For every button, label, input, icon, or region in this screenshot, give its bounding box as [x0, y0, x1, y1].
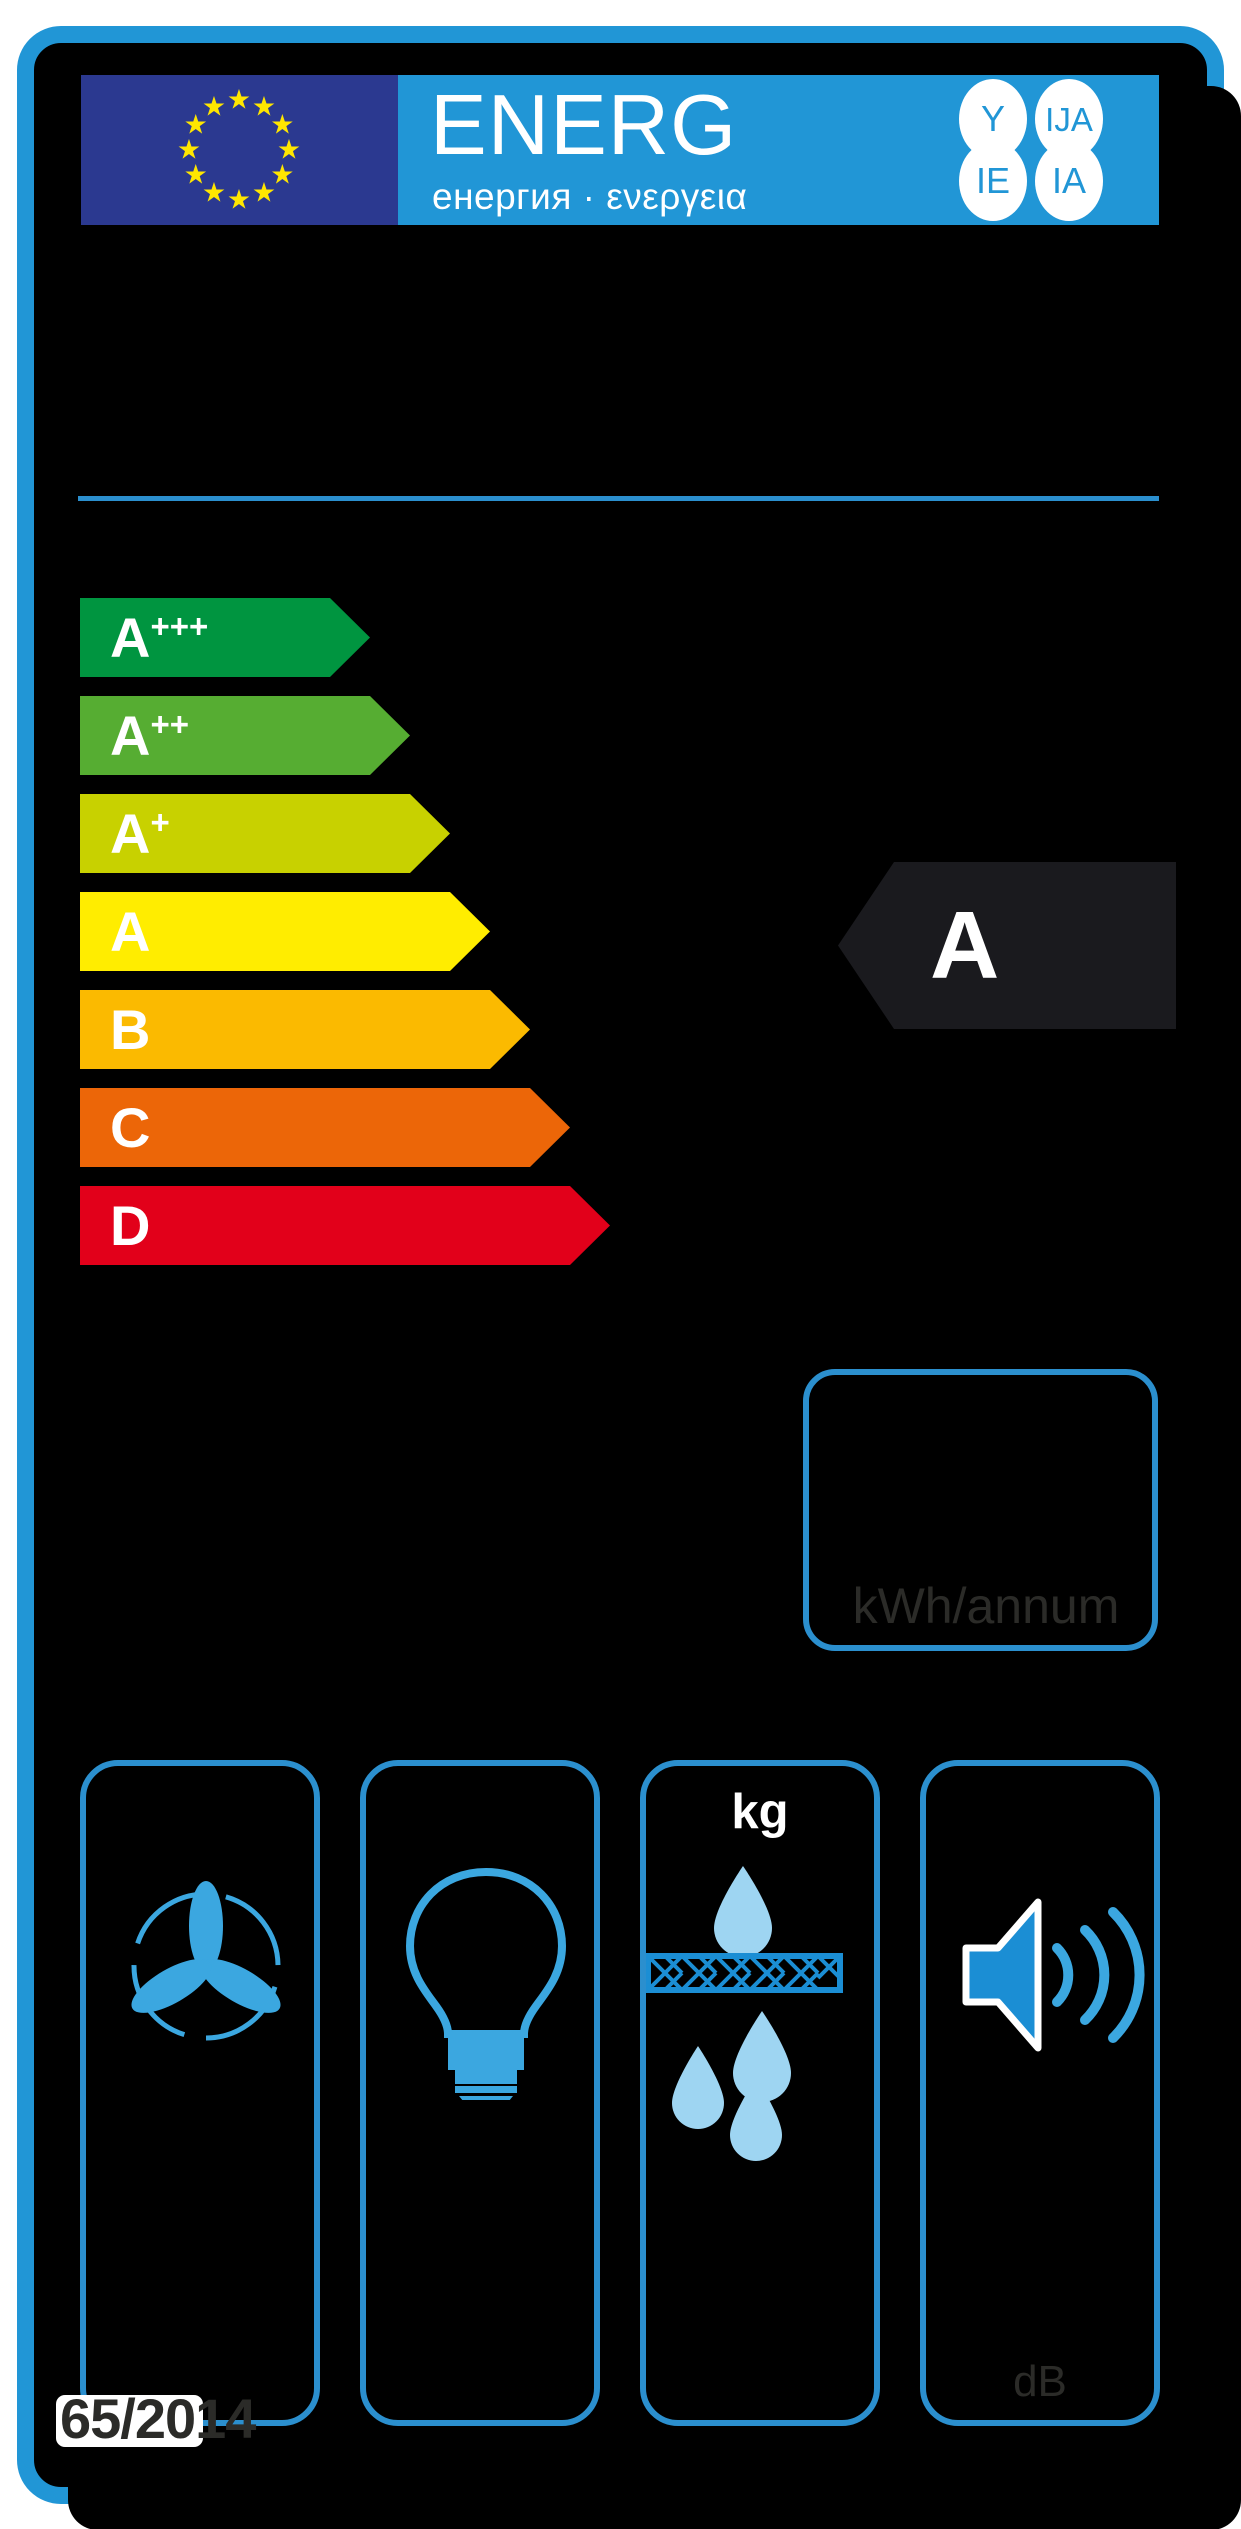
energy-class-bar-a2: A++ [80, 696, 410, 775]
energy-class-label: A+++ [110, 605, 209, 669]
energy-class-row: B [80, 990, 980, 1069]
energy-class-label: A [110, 899, 151, 963]
energy-class-row: D [80, 1186, 980, 1265]
lightbulb-icon [366, 1850, 594, 2112]
circle-ie: IE [959, 141, 1027, 221]
energy-class-scale: A+++ A++ A+ A B C D [80, 598, 980, 1284]
energy-class-label: B [110, 997, 151, 1061]
grease-unit-label: kg [731, 1785, 789, 1839]
label-outer-frame [17, 26, 1241, 2529]
language-circles: Y IJA IE IA [955, 79, 1155, 221]
energy-class-bar-b: B [80, 990, 530, 1069]
energy-rating-arrow: A [838, 862, 1176, 1029]
metric-box-lighting [360, 1760, 600, 2426]
header-divider [78, 496, 1159, 501]
annual-consumption-box: kWh/annum [803, 1369, 1158, 1651]
energy-class-bar-a3: A+++ [80, 598, 370, 677]
speaker-icon [926, 1876, 1154, 2081]
regulation-number-text: 65/2014 [60, 2387, 256, 2450]
energ-wordmark: ENERG [430, 78, 738, 173]
energy-class-bar-a: A [80, 892, 490, 971]
energy-class-label: A++ [110, 703, 189, 767]
energy-class-label: D [110, 1193, 151, 1257]
energy-class-bar-a1: A+ [80, 794, 450, 873]
energy-class-row: A++ [80, 696, 980, 775]
grease-filter-icon [645, 1856, 874, 2181]
energy-rating-letter: A [930, 891, 1000, 999]
fan-icon [86, 1866, 314, 2071]
energy-class-row: C [80, 1088, 980, 1167]
energ-subtitle: енергия · ενεργεια [432, 176, 748, 217]
energy-class-row: A [80, 892, 980, 971]
circle-ia: IA [1035, 141, 1103, 221]
label-inner-background [68, 86, 1241, 2529]
energy-class-label: C [110, 1095, 151, 1159]
eu-flag: ★ ★ ★ ★ ★ ★ ★ ★ ★ ★ ★ ★ [81, 75, 398, 225]
energy-class-row: A+ [80, 794, 980, 873]
metric-box-grease-filtering: kg [640, 1760, 880, 2426]
metric-box-airflow [80, 1760, 320, 2426]
metric-boxes: kg [80, 1760, 1160, 2426]
noise-unit-label: dB [1013, 2357, 1067, 2406]
annual-consumption-unit: kWh/annum [852, 1578, 1120, 1634]
energy-class-row: A+++ [80, 598, 980, 677]
energy-class-bar-c: C [80, 1088, 570, 1167]
regulation-chip [56, 2395, 203, 2447]
regulation-number: 65/2014 [56, 2381, 356, 2461]
metric-box-noise: dB [920, 1760, 1160, 2426]
energ-brand-panel: ENERG енергия · ενεργεια Y IJA IE IA [398, 75, 1159, 225]
energy-class-bar-d: D [80, 1186, 610, 1265]
energy-class-label: A+ [110, 801, 170, 865]
